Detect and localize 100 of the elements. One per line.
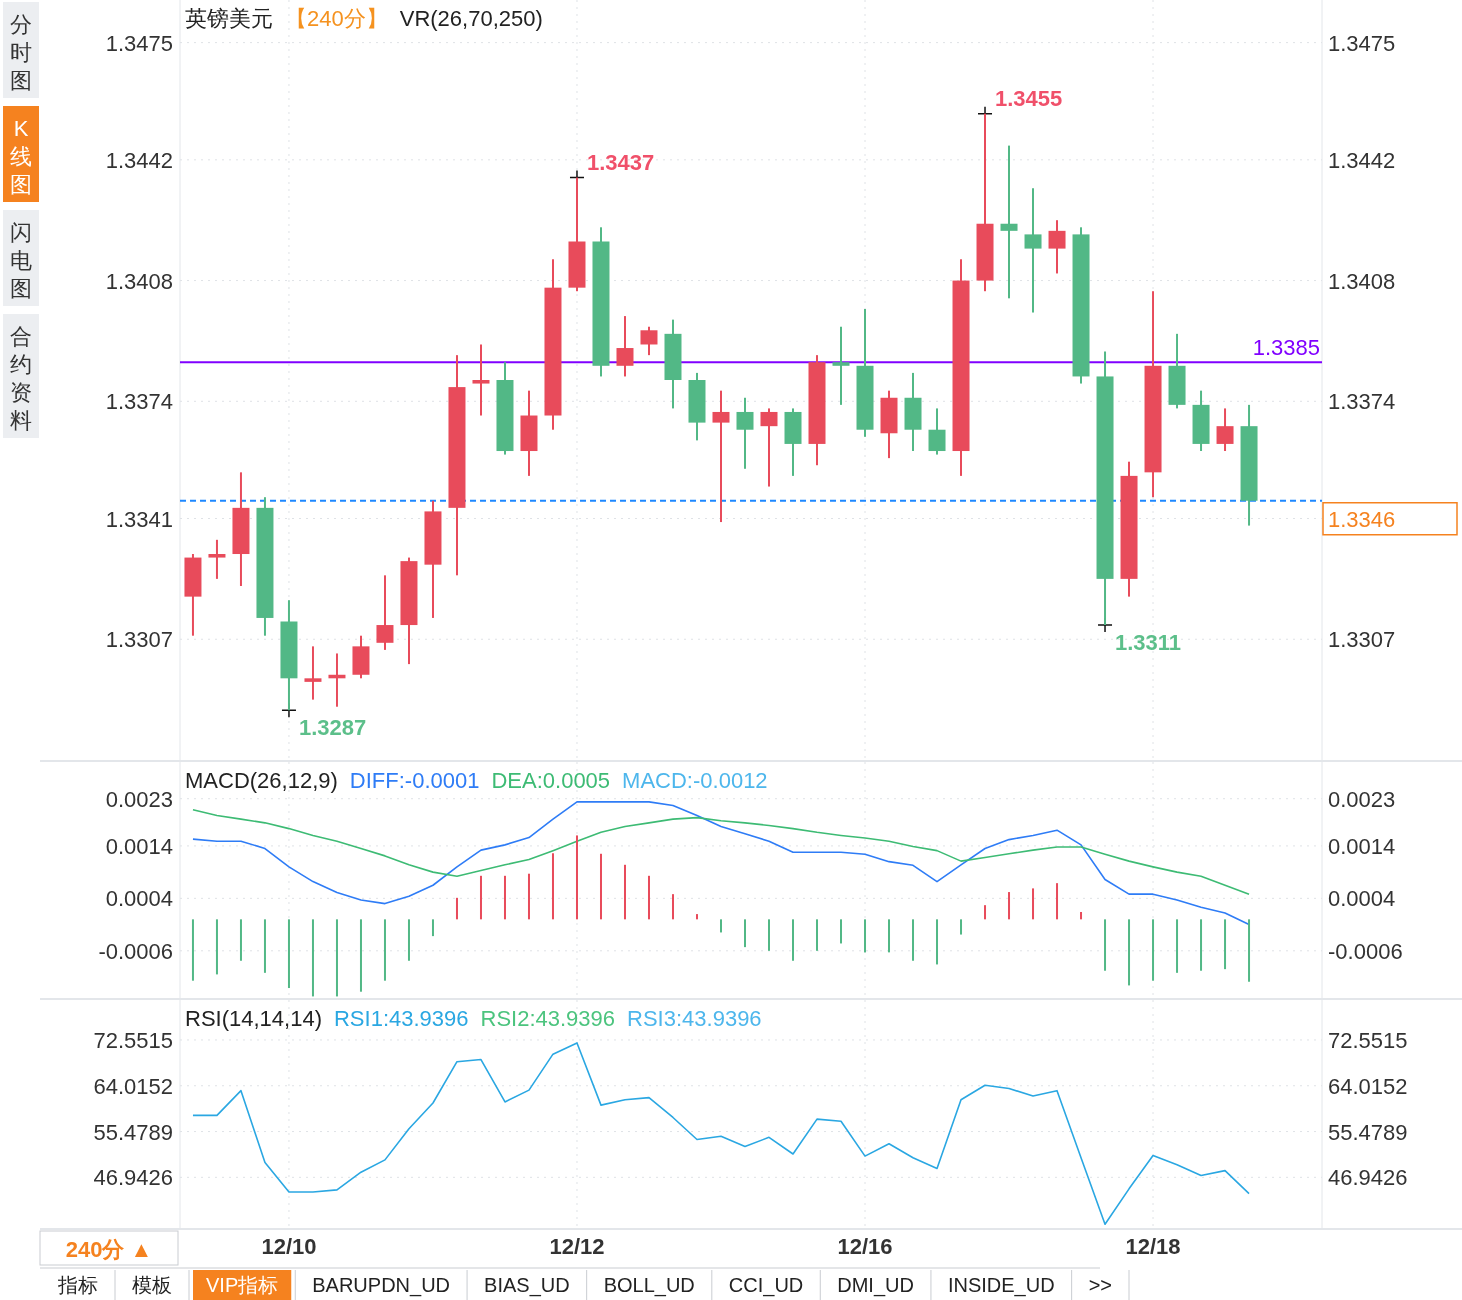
y-tick-label: 1.3307 — [105, 627, 173, 653]
bar — [287, 919, 290, 989]
candlestick — [208, 538, 226, 580]
annotation: 1.3437 — [586, 149, 655, 175]
y-tick-label: 1.3374 — [105, 389, 173, 415]
y-tick-label: -0.0006 — [98, 938, 173, 964]
bar — [431, 919, 434, 937]
bar — [407, 919, 410, 961]
bar — [527, 873, 530, 920]
y2-tick-label: 0.0023 — [1328, 786, 1396, 812]
bar — [599, 853, 602, 920]
y-tick-label: 64.0152 — [93, 1073, 173, 1099]
annotation: 1.3455 — [995, 85, 1063, 111]
bar — [311, 919, 314, 997]
y2-tick-label: 55.4789 — [1328, 1119, 1408, 1145]
candlestick — [1000, 144, 1018, 300]
bar — [696, 914, 698, 920]
bar — [191, 919, 194, 981]
text: VIP指标 — [206, 1274, 279, 1296]
y2-tick-label: 1.3374 — [1328, 389, 1396, 415]
y2-tick-label: 72.5515 — [1328, 1027, 1408, 1053]
y-tick-label: 0.0004 — [105, 886, 173, 912]
bar — [1176, 919, 1179, 973]
bar — [359, 919, 362, 992]
text: 合约资料 — [10, 324, 32, 433]
bar — [335, 919, 338, 997]
y-tick-label: 1.3408 — [105, 268, 173, 294]
y-tick-label: 1.3442 — [105, 147, 173, 173]
bar — [912, 919, 915, 961]
annotation: MACD:-0.0012 — [622, 768, 768, 793]
bar — [623, 864, 626, 920]
candlestick — [304, 645, 322, 701]
candlestick — [472, 343, 490, 417]
bar — [551, 853, 554, 920]
x-tick-label: 12/10 — [261, 1234, 317, 1259]
bar — [864, 919, 867, 953]
bar — [479, 875, 482, 920]
bar — [1128, 919, 1131, 986]
x-tick-label: 12/12 — [549, 1234, 605, 1259]
bar — [503, 875, 506, 920]
x-tick-label: 12/18 — [1125, 1234, 1181, 1259]
text: 240分 ▲ — [65, 1237, 153, 1262]
bar — [239, 919, 242, 961]
x-tick-label: 12/16 — [837, 1234, 893, 1259]
ref-line-label: 1.3385 — [1252, 335, 1320, 361]
line-series — [192, 801, 1250, 926]
bar — [1104, 919, 1107, 971]
bar — [455, 897, 458, 920]
bar — [816, 919, 819, 951]
text: INSIDE_UD — [947, 1274, 1055, 1297]
bar — [575, 835, 578, 920]
bar — [1248, 919, 1251, 982]
annotation: 1.3311 — [1115, 630, 1182, 656]
annotation: RSI2:43.9396 — [480, 1006, 616, 1031]
y-tick-label: 55.4789 — [93, 1119, 173, 1145]
candlestick — [928, 407, 946, 456]
bar — [383, 919, 386, 981]
candlestick — [616, 315, 634, 378]
bar — [720, 919, 722, 933]
text: DMI_UD — [837, 1274, 914, 1297]
bar — [215, 919, 218, 975]
text: BIAS_UD — [484, 1274, 570, 1297]
bar — [960, 919, 963, 935]
bar — [744, 919, 746, 948]
bar — [1152, 919, 1155, 981]
ref-line-label: 1.3346 — [1328, 506, 1396, 532]
text: 分时图 — [10, 12, 32, 93]
bar — [1056, 883, 1059, 920]
candlestick — [1216, 407, 1234, 453]
candlestick — [1048, 219, 1066, 275]
series-label: DEA:0.0005 — [491, 768, 611, 793]
text: BOLL_UD — [603, 1274, 695, 1297]
line-series — [192, 1042, 1250, 1226]
y2-tick-label: -0.0006 — [1328, 938, 1403, 964]
y2-tick-label: 0.0004 — [1328, 886, 1396, 912]
text: K线图 — [10, 116, 32, 197]
annotation: VR(26,70,250) — [399, 6, 543, 31]
candlestick — [832, 325, 850, 406]
line-series — [192, 808, 1250, 895]
bar — [768, 919, 770, 951]
y-tick-label: 72.5515 — [93, 1027, 173, 1053]
bar — [672, 894, 674, 920]
y-tick-label: 0.0023 — [105, 786, 173, 812]
y2-tick-label: 1.3475 — [1328, 30, 1396, 56]
y2-tick-label: 0.0014 — [1328, 833, 1396, 859]
candlestick — [640, 325, 658, 357]
series-label: RSI1:43.9396 — [333, 1006, 469, 1031]
y2-tick-label: 1.3307 — [1328, 627, 1396, 653]
y2-tick-label: 64.0152 — [1328, 1073, 1408, 1099]
bar — [1200, 919, 1203, 971]
y2-tick-label: 46.9426 — [1328, 1165, 1408, 1191]
text: 模板 — [132, 1274, 172, 1296]
text: >> — [1088, 1274, 1112, 1296]
candlestick — [712, 389, 730, 524]
chart-title: 英镑美元 — [185, 6, 273, 31]
text: 闪电图 — [10, 220, 32, 301]
text: 指标 — [57, 1274, 98, 1296]
annotation: 1.3287 — [298, 715, 367, 741]
bar — [263, 919, 266, 973]
text: CCI_UD — [728, 1274, 804, 1297]
